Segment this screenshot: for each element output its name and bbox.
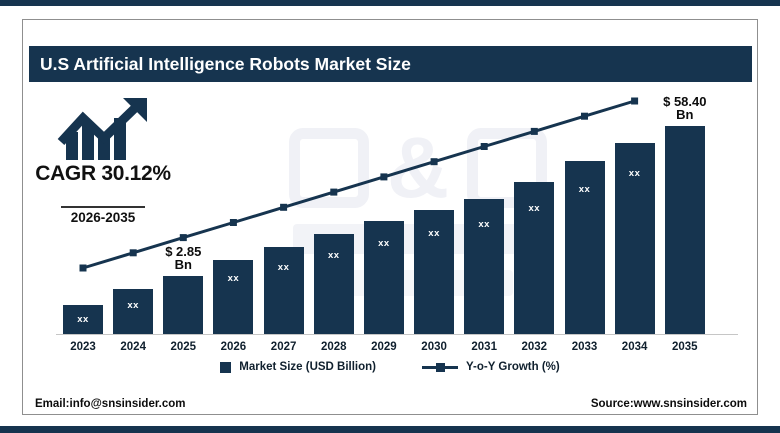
x-tick-2028: 2028 (321, 341, 347, 353)
bar-2025 (163, 276, 204, 334)
x-tick-2031: 2031 (471, 341, 497, 353)
legend-yoy-growth-label: Y-o-Y Growth (%) (466, 361, 560, 373)
cagr-block: CAGR 30.12% 2026-2035 (25, 96, 181, 227)
x-tick-2026: 2026 (220, 341, 247, 353)
x-tick-2029: 2029 (371, 341, 397, 353)
bottom-accent-strip (0, 426, 780, 433)
x-tick-2024: 2024 (120, 341, 146, 353)
bar-value-label: xx (328, 250, 340, 261)
chart-panel: U.S Artificial Intelligence Robots Marke… (22, 19, 758, 415)
growth-chart-icon (57, 98, 147, 160)
bar-value-label: xx (77, 314, 89, 325)
footer-bar: Email:info@snsinsider.com Source:www.sns… (35, 398, 747, 410)
x-tick-2025: 2025 (170, 341, 197, 353)
x-tick-2034: 2034 (621, 341, 648, 353)
top-accent-strip (0, 0, 780, 6)
bar-2033: xx (564, 161, 605, 334)
legend-yoy-growth: Y-o-Y Growth (%) (422, 361, 560, 373)
footer-source: Source:www.snsinsider.com (590, 398, 747, 410)
cagr-value: CAGR 30.12% (35, 162, 171, 185)
bar-value-label: xx (628, 168, 641, 179)
bar-value-label: xx (227, 273, 240, 284)
bar-2027: xx (263, 247, 304, 334)
value-annotation-2035: $ 58.40 Bn (663, 94, 707, 122)
chart-title-bar: U.S Artificial Intelligence Robots Marke… (29, 46, 752, 82)
bar-value-label: xx (127, 300, 139, 311)
x-tick-2032: 2032 (521, 341, 548, 353)
bar-2024: xx (113, 289, 154, 334)
bar-value-label: xx (277, 262, 290, 273)
x-tick-2023: 2023 (70, 341, 96, 353)
x-tick-2027: 2027 (270, 341, 297, 353)
footer-email: Email:info@snsinsider.com (35, 398, 186, 410)
chart-title: U.S Artificial Intelligence Robots Marke… (40, 54, 411, 74)
chart-legend: Market Size (USD Billion) Y-o-Y Growth (… (23, 361, 757, 373)
x-tick-2035: 2035 (672, 341, 698, 353)
legend-market-size: Market Size (USD Billion) (220, 361, 376, 373)
bar-swatch-icon (220, 361, 232, 373)
bar-2026: xx (213, 260, 254, 334)
bar-value-label: xx (528, 203, 541, 214)
cagr-period: 2026-2035 (60, 206, 146, 225)
bar-value-label: xx (578, 184, 591, 195)
value-annotation-2025: $ 2.85 Bn (165, 244, 202, 272)
x-axis-line (56, 334, 738, 335)
x-tick-2033: 2033 (571, 341, 598, 353)
x-tick-2030: 2030 (421, 341, 447, 353)
legend-market-size-label: Market Size (USD Billion) (239, 361, 377, 373)
line-marker-icon (422, 362, 459, 372)
bar-2034: xx (614, 143, 655, 334)
bar-2023: xx (63, 305, 103, 334)
bar-2035 (664, 126, 705, 334)
